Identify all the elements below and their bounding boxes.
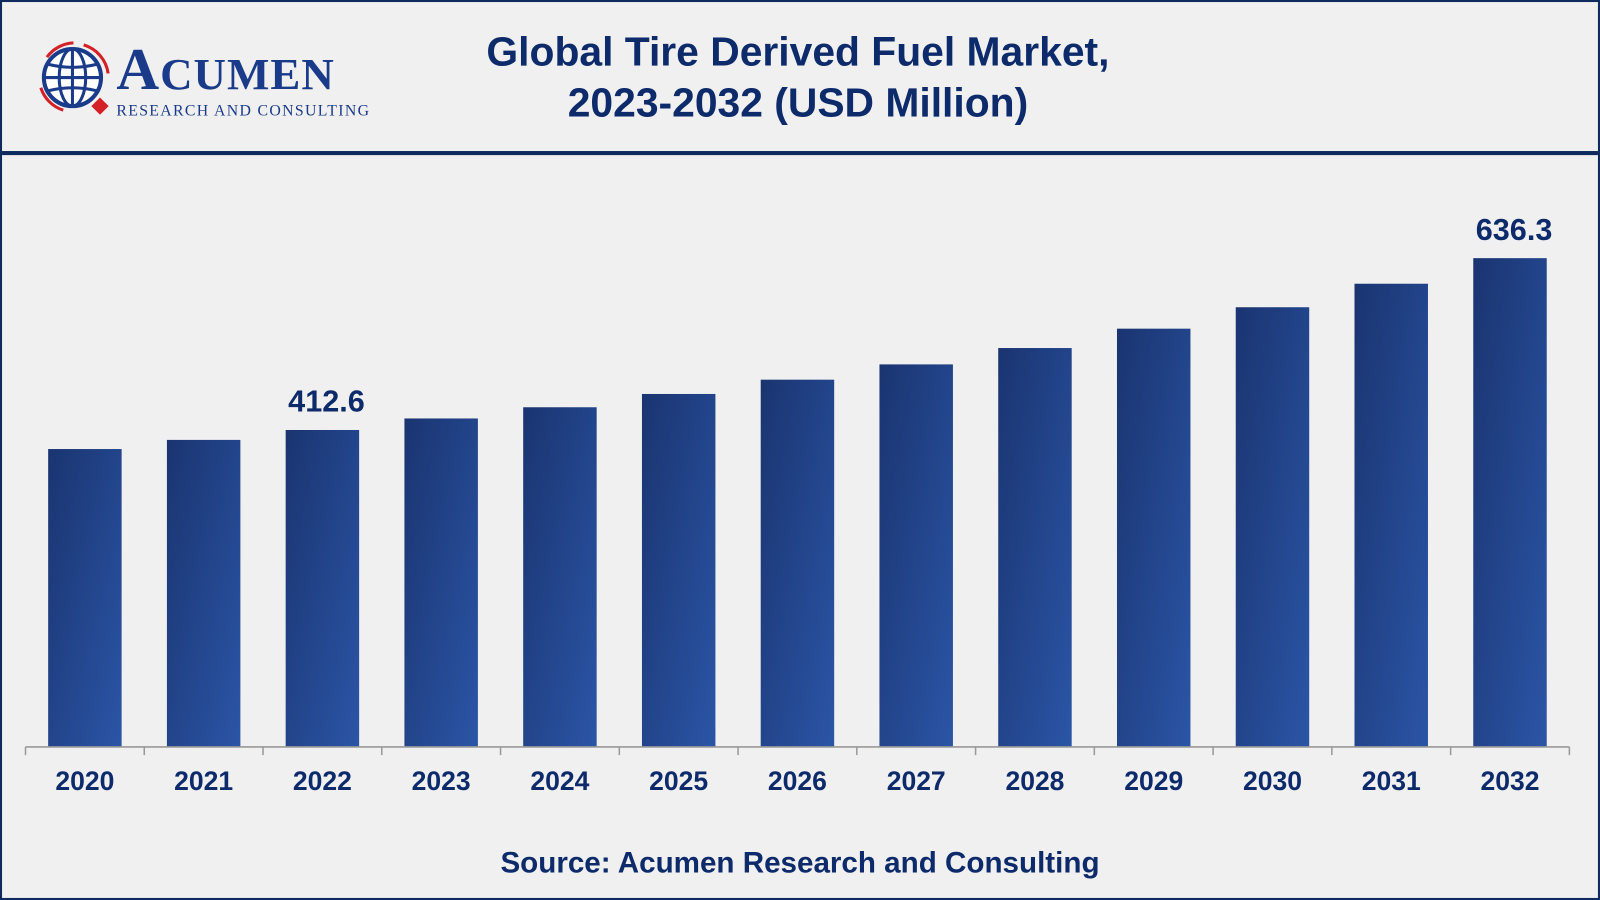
bar-2029: [1116, 328, 1191, 747]
x-tick-label: 2025: [649, 766, 708, 796]
x-tick-label: 2032: [1480, 766, 1539, 796]
x-tick-label: 2023: [412, 766, 471, 796]
bar-2028: [998, 348, 1072, 747]
bar-2030: [1235, 307, 1310, 747]
x-tick-label: 2031: [1362, 766, 1421, 796]
x-tick-label: 2020: [55, 766, 114, 796]
x-tick-label: 2027: [887, 766, 946, 796]
x-tick-label: 2021: [174, 766, 233, 796]
bar-2022: [285, 429, 360, 747]
bar-2032: [1473, 258, 1547, 747]
title-line-2: 2023-2032 (USD Million): [567, 80, 1029, 126]
logo-tagline: RESEARCH AND CONSULTING: [116, 102, 371, 120]
bar-2026: [760, 379, 835, 747]
bar-chart: 2020 2021 2022 412.6 2023 2024 2025 2026 2027 202…: [24, 213, 1571, 796]
data-label-2032: 636.3: [1476, 213, 1553, 247]
bar-2023: [404, 418, 478, 747]
header: ACUMEN RESEARCH AND CONSULTING Global Ti…: [2, 2, 1598, 156]
x-tick-label: 2022: [293, 766, 352, 796]
x-tick-label: 2028: [1005, 766, 1064, 796]
chart-title: Global Tire Derived Fuel Market, 2023-20…: [390, 27, 1206, 129]
title-line-1: Global Tire Derived Fuel Market,: [486, 29, 1110, 75]
x-tick-label: 2024: [530, 766, 589, 796]
logo-wordmark: ACUMEN: [116, 35, 335, 103]
source-note: Source: Acumen Research and Consulting: [500, 846, 1100, 880]
x-tick-label: 2030: [1243, 766, 1302, 796]
x-tick-label: 2026: [768, 766, 827, 796]
data-label-2022: 412.6: [288, 385, 365, 419]
bar-2024: [523, 407, 597, 747]
bar-2031: [1354, 283, 1428, 747]
bar-2025: [641, 393, 716, 747]
bar-2027: [879, 364, 953, 747]
bar-2020: [48, 449, 122, 747]
globe-logo-icon: [39, 41, 110, 115]
logo: ACUMEN RESEARCH AND CONSULTING: [33, 37, 369, 124]
x-tick-label: 2029: [1124, 766, 1183, 796]
bar-2021: [166, 439, 241, 747]
